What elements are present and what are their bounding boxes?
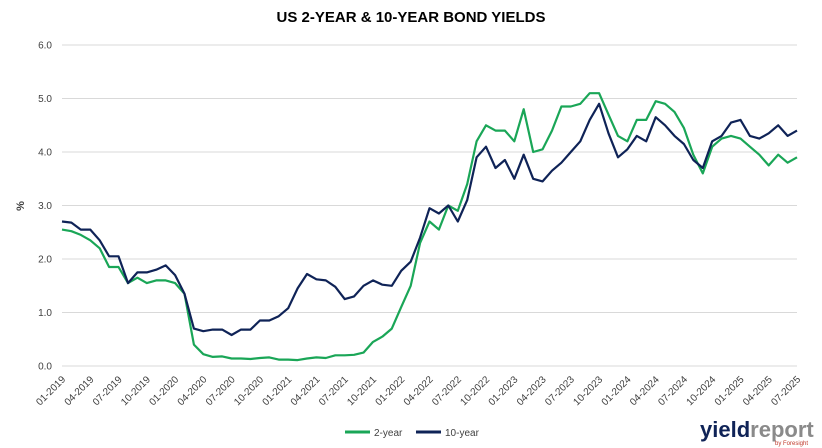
x-tick-label: 01-2020	[147, 374, 181, 408]
x-axis-ticks: 01-201904-201907-201910-201901-202004-20…	[34, 374, 803, 408]
series-line-2-year	[61, 92, 798, 362]
legend: 2-year 10-year	[345, 428, 480, 439]
x-tick-label: 07-2020	[204, 374, 238, 408]
logo-text-yield: yield	[700, 417, 750, 442]
series-line-10-year	[61, 102, 798, 337]
legend-label-10-year: 10-year	[445, 428, 480, 439]
x-tick-label: 01-2022	[374, 374, 408, 408]
x-tick-label: 10-2020	[232, 374, 266, 408]
x-tick-label: 10-2023	[572, 374, 606, 408]
x-tick-label: 01-2021	[261, 374, 295, 408]
x-tick-label: 01-2024	[600, 374, 634, 408]
x-tick-label: 10-2019	[119, 374, 153, 408]
x-tick-label: 04-2022	[402, 374, 436, 408]
x-tick-label: 04-2021	[289, 374, 323, 408]
logo-text-report: report	[750, 417, 814, 442]
x-tick-label: 04-2025	[741, 374, 775, 408]
y-tick-label: 2.0	[38, 255, 52, 266]
yieldreport-logo: yieldreport by Foresight	[700, 417, 814, 447]
x-tick-label: 07-2025	[769, 374, 803, 408]
svg-text:yieldreport: yieldreport	[700, 417, 814, 442]
logo-tagline: by Foresight	[775, 441, 808, 447]
x-tick-label: 10-2024	[685, 374, 719, 408]
x-tick-label: 07-2021	[317, 374, 351, 408]
y-tick-label: 6.0	[38, 41, 52, 52]
x-tick-label: 07-2024	[656, 374, 690, 408]
chart-title: US 2-YEAR & 10-YEAR BOND YIELDS	[277, 9, 546, 26]
x-tick-label: 04-2023	[515, 374, 549, 408]
x-tick-label: 01-2019	[34, 374, 68, 408]
x-tick-label: 07-2019	[91, 374, 125, 408]
x-tick-label: 01-2023	[487, 374, 521, 408]
x-tick-label: 01-2025	[713, 374, 747, 408]
x-tick-label: 04-2020	[176, 374, 210, 408]
y-tick-label: 4.0	[38, 148, 52, 159]
y-tick-label: 5.0	[38, 94, 52, 105]
gridlines	[62, 44, 797, 367]
legend-label-2-year: 2-year	[374, 428, 403, 439]
x-tick-label: 04-2019	[63, 374, 97, 408]
y-tick-label: 3.0	[38, 201, 52, 212]
x-tick-label: 07-2023	[543, 374, 577, 408]
x-tick-label: 10-2022	[458, 374, 492, 408]
y-axis-ticks: 0.0 1.0 2.0 3.0 4.0 5.0 6.0	[38, 41, 52, 373]
y-axis-label: %	[15, 201, 27, 211]
series-lines	[61, 92, 798, 362]
y-tick-label: 0.0	[38, 362, 52, 373]
x-tick-label: 10-2021	[345, 374, 379, 408]
y-tick-label: 1.0	[38, 308, 52, 319]
x-tick-label: 04-2024	[628, 374, 662, 408]
x-tick-label: 07-2022	[430, 374, 464, 408]
